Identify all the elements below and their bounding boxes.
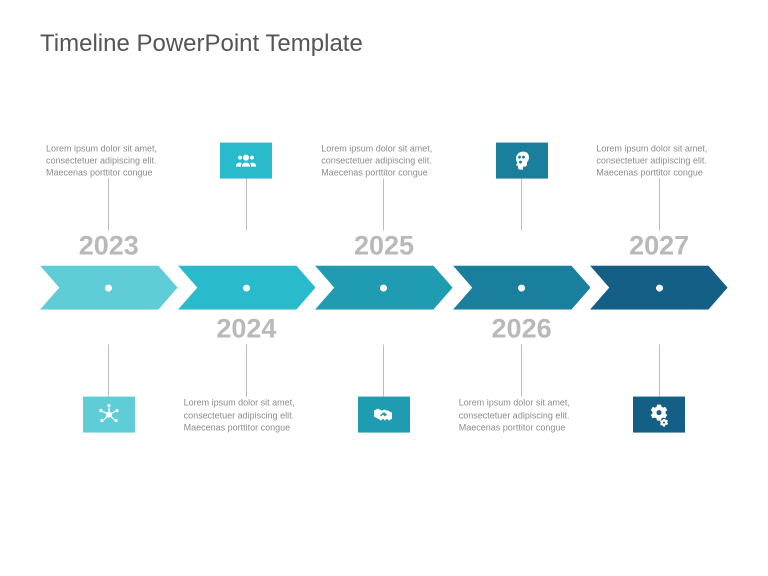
year-row-top: 2023 - 2025 - 2027 [40, 231, 728, 262]
desc-2: Lorem ipsum dolor sit amet, consectetuer… [184, 397, 310, 433]
slide: Timeline PowerPoint Template Lorem ipsum… [0, 0, 768, 576]
stem-4-top [521, 179, 522, 231]
icon-1-box [83, 397, 135, 433]
col-2-top [178, 143, 316, 179]
arrow-2 [178, 266, 316, 310]
year-4: 2026 [453, 314, 591, 345]
col-1-top: Lorem ipsum dolor sit amet, consectetuer… [40, 143, 178, 179]
content-row-top: Lorem ipsum dolor sit amet, consectetuer… [40, 143, 728, 179]
col-2-bot: Lorem ipsum dolor sit amet, consectetuer… [178, 397, 316, 433]
year-3: 2025 [315, 231, 453, 262]
year-row-bottom: - 2024 - 2026 - [40, 314, 728, 345]
col-5-bot [590, 397, 728, 433]
icon-4-box [496, 143, 548, 179]
arrow-4 [453, 266, 591, 310]
content-row-bottom: Lorem ipsum dolor sit amet, consectetuer… [40, 397, 728, 433]
stems-top [40, 179, 728, 231]
timeline: Lorem ipsum dolor sit amet, consectetuer… [40, 143, 728, 434]
dot-5 [656, 285, 663, 292]
year-5: 2027 [590, 231, 728, 262]
stem-1-top [108, 179, 109, 231]
stem-3-top [383, 179, 384, 231]
arrow-5 [590, 266, 728, 310]
stem-4-bot [521, 345, 522, 397]
arrow-3 [315, 266, 453, 310]
gears-icon [647, 403, 671, 427]
stem-3-bot [383, 345, 384, 397]
stem-2-bot [246, 345, 247, 397]
slide-title: Timeline PowerPoint Template [40, 30, 728, 58]
col-1-bot [40, 397, 178, 433]
desc-1: Lorem ipsum dolor sit amet, consectetuer… [46, 143, 172, 179]
network-icon [97, 403, 121, 427]
stem-2-top [246, 179, 247, 231]
col-3-bot [315, 397, 453, 433]
arrow-1 [40, 266, 178, 310]
desc-4: Lorem ipsum dolor sit amet, consectetuer… [459, 397, 585, 433]
brain-icon [510, 149, 534, 173]
col-4-top [453, 143, 591, 179]
dot-2 [243, 285, 250, 292]
icon-3-box [358, 397, 410, 433]
col-4-bot: Lorem ipsum dolor sit amet, consectetuer… [453, 397, 591, 433]
stems-bottom [40, 345, 728, 397]
icon-2-box [220, 143, 272, 179]
stem-1-bot [108, 345, 109, 397]
year-2: 2024 [178, 314, 316, 345]
desc-3: Lorem ipsum dolor sit amet, consectetuer… [321, 143, 447, 179]
stem-5-bot [659, 345, 660, 397]
arrow-row [40, 266, 728, 310]
year-1: 2023 [40, 231, 178, 262]
handshake-icon [372, 403, 396, 427]
desc-5: Lorem ipsum dolor sit amet, consectetuer… [596, 143, 722, 179]
icon-5-box [633, 397, 685, 433]
col-3-top: Lorem ipsum dolor sit amet, consectetuer… [315, 143, 453, 179]
group-icon [234, 149, 258, 173]
stem-5-top [659, 179, 660, 231]
col-5-top: Lorem ipsum dolor sit amet, consectetuer… [590, 143, 728, 179]
dot-4 [518, 285, 525, 292]
